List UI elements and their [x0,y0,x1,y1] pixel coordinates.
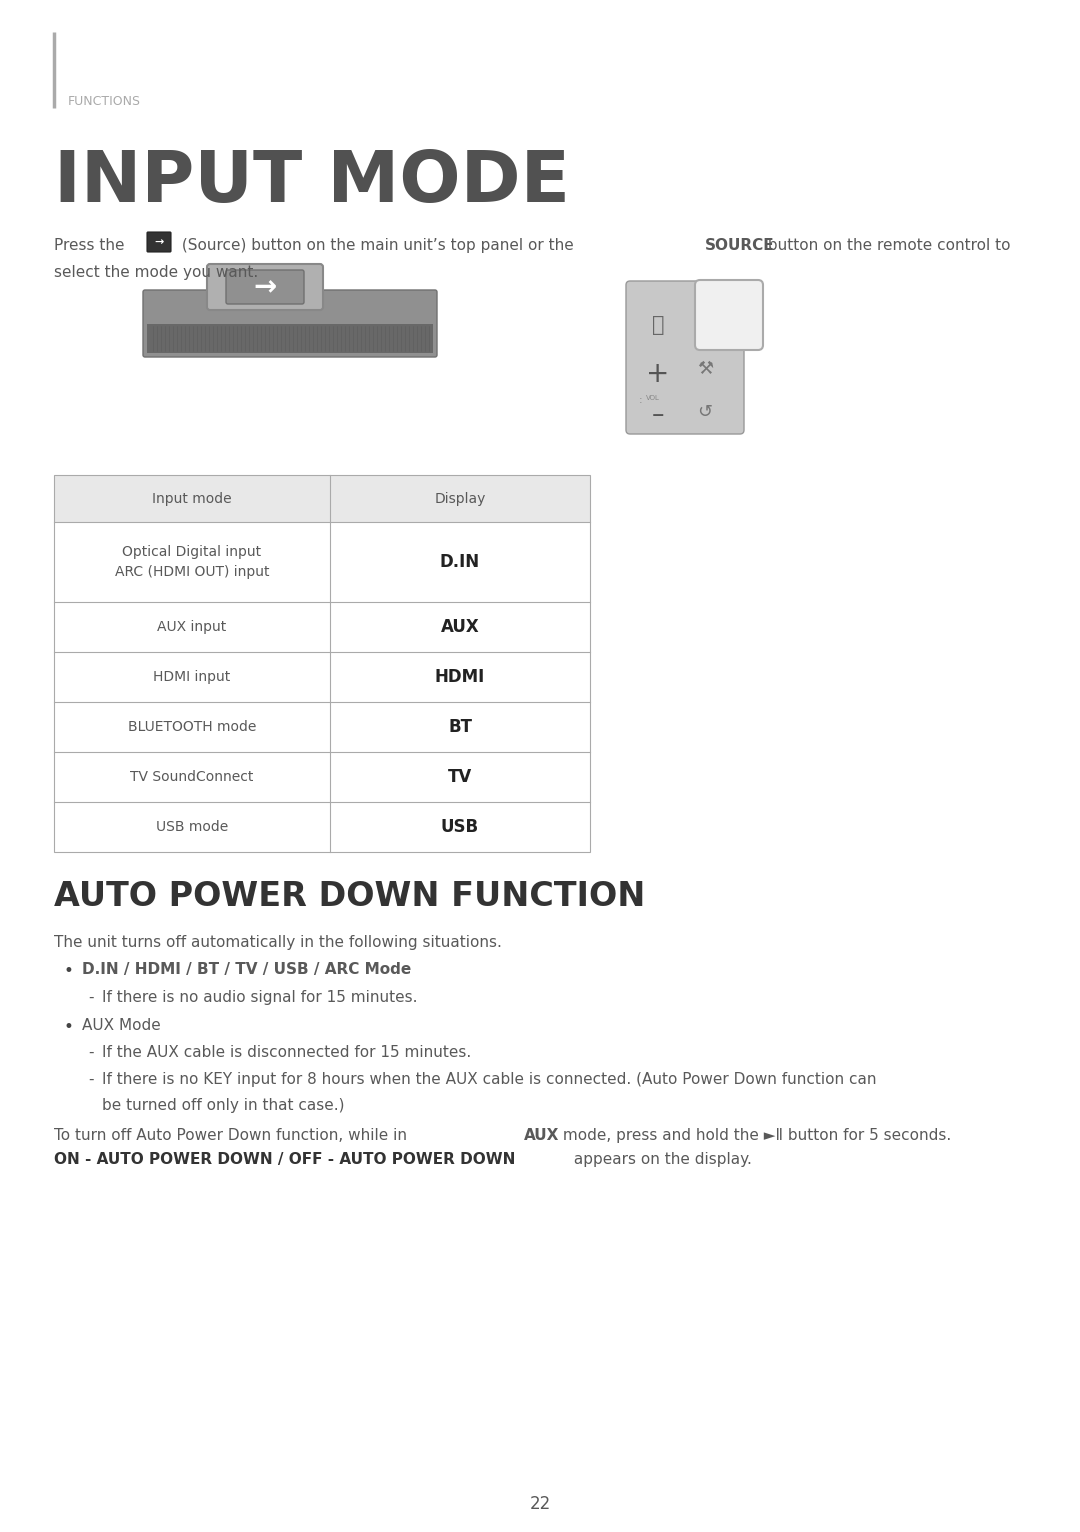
Text: SOURCE: SOURCE [715,291,743,296]
Text: BLUETOOTH mode: BLUETOOTH mode [127,720,256,734]
Text: :: : [639,395,643,404]
Text: button on the remote control to: button on the remote control to [762,237,1011,253]
Text: HDMI: HDMI [435,668,485,686]
Text: Optical Digital input: Optical Digital input [122,545,261,559]
FancyBboxPatch shape [696,280,762,349]
Text: INPUT MODE: INPUT MODE [54,149,570,218]
Text: To turn off Auto Power Down function, while in: To turn off Auto Power Down function, wh… [54,1128,411,1143]
Text: USB: USB [441,818,480,836]
Text: ARC (HDMI OUT) input: ARC (HDMI OUT) input [114,565,269,579]
Text: TV SoundConnect: TV SoundConnect [131,771,254,784]
Text: (Source) button on the main unit’s top panel or the: (Source) button on the main unit’s top p… [177,237,579,253]
FancyBboxPatch shape [147,231,171,251]
Text: HDMI input: HDMI input [153,669,231,683]
Bar [330,475,590,522]
Text: Display: Display [434,492,486,506]
Text: D.IN / HDMI / BT / TV / USB / ARC Mode: D.IN / HDMI / BT / TV / USB / ARC Mode [82,962,411,977]
Text: FUNCTIONS: FUNCTIONS [68,95,141,107]
Text: AUX input: AUX input [158,620,227,634]
Text: TV: TV [448,768,472,786]
Bar [54,475,330,522]
Text: If there is no KEY input for 8 hours when the AUX cable is connected. (Auto Powe: If there is no KEY input for 8 hours whe… [102,1072,877,1088]
Text: AUX: AUX [524,1128,559,1143]
Bar [54,475,590,852]
Text: BT: BT [448,719,472,735]
Text: Input mode: Input mode [152,492,232,506]
Text: ⏻: ⏻ [651,316,664,336]
Text: ↺: ↺ [698,403,713,421]
Text: select the mode you want.: select the mode you want. [54,265,258,280]
Text: D.IN: D.IN [440,553,481,571]
FancyBboxPatch shape [207,264,323,309]
Text: •: • [64,962,73,980]
Text: If there is no audio signal for 15 minutes.: If there is no audio signal for 15 minut… [102,990,418,1005]
Text: mode, press and hold the ►Ⅱ button for 5 seconds.: mode, press and hold the ►Ⅱ button for 5… [558,1128,951,1143]
Text: appears on the display.: appears on the display. [569,1152,752,1167]
Text: +: + [646,360,670,388]
Bar [147,323,433,352]
Text: USB mode: USB mode [156,820,228,833]
Text: VOL: VOL [646,395,660,401]
Text: →: → [254,273,276,300]
Text: →: → [154,237,164,247]
Text: –: – [651,403,664,427]
FancyBboxPatch shape [143,290,437,357]
Text: The unit turns off automatically in the following situations.: The unit turns off automatically in the … [54,935,502,950]
Text: If the AUX cable is disconnected for 15 minutes.: If the AUX cable is disconnected for 15 … [102,1045,471,1060]
Text: SOURCE: SOURCE [705,237,774,253]
Text: →: → [718,313,740,337]
Text: ON - AUTO POWER DOWN / OFF - AUTO POWER DOWN: ON - AUTO POWER DOWN / OFF - AUTO POWER … [54,1152,515,1167]
Text: ⚒: ⚒ [697,360,713,378]
Text: -: - [87,990,94,1005]
FancyBboxPatch shape [226,270,303,303]
Text: AUX: AUX [441,617,480,636]
Text: AUX Mode: AUX Mode [82,1017,161,1033]
Text: Press the: Press the [54,237,130,253]
Text: be turned off only in that case.): be turned off only in that case.) [102,1098,345,1114]
Text: AUTO POWER DOWN FUNCTION: AUTO POWER DOWN FUNCTION [54,879,646,913]
Text: -: - [87,1045,94,1060]
FancyBboxPatch shape [626,280,744,434]
Text: •: • [64,1017,73,1036]
Text: 22: 22 [529,1495,551,1514]
Text: -: - [87,1072,94,1088]
